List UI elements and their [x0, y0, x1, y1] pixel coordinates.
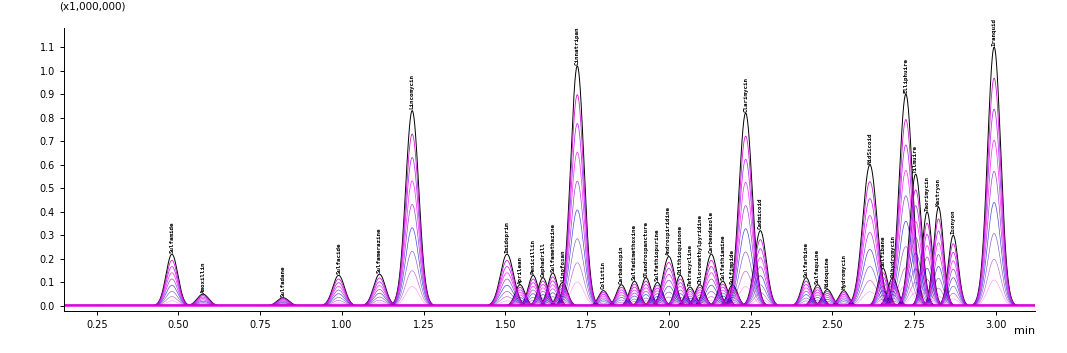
Text: NidSicoid: NidSicoid	[867, 132, 873, 163]
Text: Dilthioquinone: Dilthioquinone	[678, 225, 683, 274]
Text: Sulfamethazine: Sulfamethazine	[551, 223, 555, 272]
Text: Carbadospin: Carbadospin	[619, 245, 624, 283]
Text: min: min	[1014, 326, 1035, 336]
Text: Sulfamerazine: Sulfamerazine	[377, 227, 382, 273]
Text: Sulfadane: Sulfadane	[281, 265, 286, 297]
Text: Sulfathiopurine: Sulfathiopurine	[655, 229, 659, 281]
Text: Colistin: Colistin	[601, 262, 606, 289]
Text: Sulfamide: Sulfamide	[170, 221, 174, 253]
Text: Cephadrill: Cephadrill	[541, 241, 545, 276]
Text: Sulfadimethoxine: Sulfadimethoxine	[632, 224, 637, 280]
Text: Kastryon: Kastryon	[936, 178, 941, 206]
Text: Tetracycline: Tetracycline	[687, 244, 692, 286]
Text: Olandrospancture: Olandrospancture	[643, 221, 649, 276]
Text: Cinnatripan: Cinnatripan	[575, 26, 579, 65]
Text: Sulfacide: Sulfacide	[336, 243, 341, 274]
Text: Penicillin: Penicillin	[530, 239, 536, 274]
Text: Sulfaquine: Sulfaquine	[815, 249, 821, 283]
Text: Aprilean: Aprilean	[517, 256, 523, 283]
Text: Cadmicoid: Cadmicoid	[758, 198, 763, 229]
Text: Hydromycin: Hydromycin	[841, 255, 846, 289]
Text: Androspiridine: Androspiridine	[666, 207, 671, 255]
Text: Sulfimpide: Sulfimpide	[730, 249, 735, 283]
Text: Tilmuire: Tilmuire	[913, 145, 919, 173]
Text: Linofosan: Linofosan	[560, 250, 566, 281]
Text: Taorimycin: Taorimycin	[925, 176, 929, 211]
Text: Imidoprim: Imidoprim	[505, 221, 510, 253]
Text: Dihydromycin: Dihydromycin	[890, 234, 895, 276]
Text: Nidoquine: Nidoquine	[825, 257, 830, 288]
Text: Iranquid: Iranquid	[991, 18, 997, 46]
Text: Sulfathiamine: Sulfathiamine	[720, 234, 726, 280]
Text: Chloromethylpyridine: Chloromethylpyridine	[698, 214, 702, 283]
Text: Elliphuire: Elliphuire	[904, 58, 908, 93]
Text: Lincomycin: Lincomycin	[410, 74, 415, 109]
Text: Clarimycin: Clarimycin	[743, 77, 748, 112]
Text: Isonyon: Isonyon	[951, 210, 956, 234]
Text: (x1,000,000): (x1,000,000)	[59, 1, 126, 11]
Text: Carbendazole: Carbendazole	[708, 211, 714, 253]
Text: Amoxillin: Amoxillin	[201, 262, 206, 293]
Text: Sulfarbine: Sulfarbine	[803, 241, 809, 276]
Text: Sulfibane: Sulfibane	[880, 235, 886, 267]
